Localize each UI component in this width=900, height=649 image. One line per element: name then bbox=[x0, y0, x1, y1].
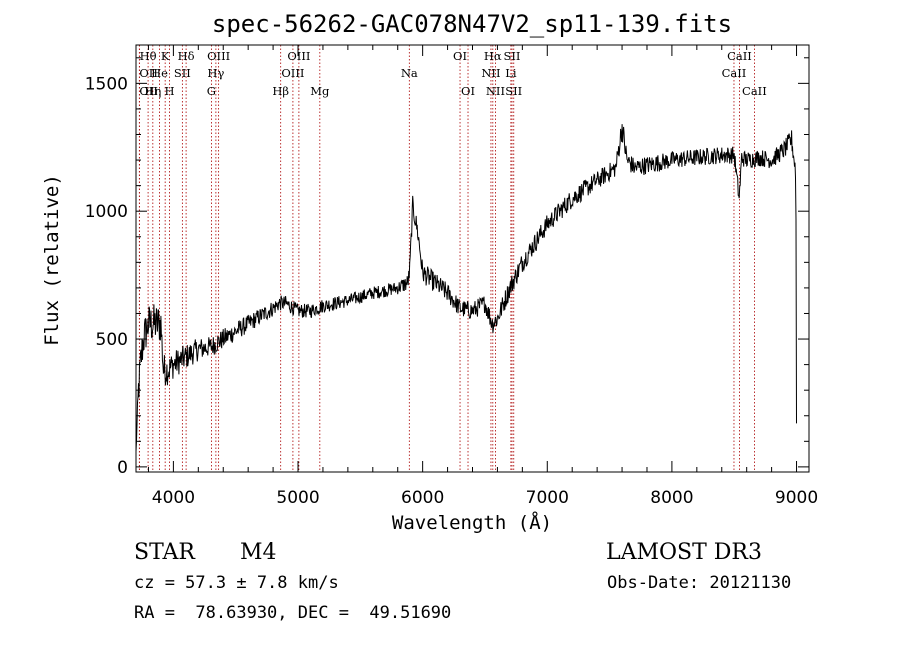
line-label: OIII bbox=[207, 49, 230, 63]
x-tick-label: 5000 bbox=[276, 488, 319, 508]
line-label: CaII bbox=[722, 66, 747, 80]
spectrum-line bbox=[135, 124, 797, 452]
y-tick-label: 500 bbox=[96, 330, 128, 350]
line-label: CaII bbox=[727, 49, 752, 63]
object-type: STAR bbox=[134, 540, 195, 565]
line-label: OIII bbox=[287, 49, 310, 63]
line-label: Hδ bbox=[178, 49, 195, 63]
line-label: SII bbox=[174, 66, 191, 80]
chart-title: spec-56262-GAC078N47V2_sp11-139.fits bbox=[212, 10, 732, 38]
line-label: Hγ bbox=[207, 66, 224, 80]
sky-coordinates: RA = 78.63930, DEC = 49.51690 bbox=[134, 603, 452, 623]
plot-frame bbox=[135, 44, 810, 473]
line-label: Li bbox=[505, 66, 517, 80]
x-tick-label: 7000 bbox=[526, 488, 569, 508]
survey-name: LAMOST DR3 bbox=[606, 540, 762, 565]
y-tick-label: 1000 bbox=[85, 202, 128, 222]
line-label: Hα bbox=[484, 49, 502, 63]
object-subclass: M4 bbox=[240, 540, 277, 565]
y-axis-label: Flux (relative) bbox=[41, 174, 63, 346]
line-label: OII bbox=[139, 66, 158, 80]
x-tick-label: 9000 bbox=[775, 488, 818, 508]
line-label: NII bbox=[481, 66, 500, 80]
line-label: Hθ bbox=[140, 49, 157, 63]
line-label: Hβ bbox=[272, 84, 289, 98]
line-label: SII bbox=[504, 49, 521, 63]
line-label: OIII bbox=[281, 66, 304, 80]
line-label: G bbox=[207, 84, 216, 98]
spectrum-layer bbox=[135, 124, 797, 452]
observation-date: Obs-Date: 20121130 bbox=[607, 573, 792, 593]
line-label: NII bbox=[486, 84, 505, 98]
line-label: K bbox=[161, 49, 170, 63]
line-label: OII bbox=[139, 84, 158, 98]
x-tick-label: 6000 bbox=[401, 488, 444, 508]
x-tick-label: 4000 bbox=[152, 488, 195, 508]
line-label: OI bbox=[461, 84, 475, 98]
tick-labels: 4000 5000 6000 7000 8000 9000 0 500 1000 1500 bbox=[85, 74, 818, 508]
line-label: CaII bbox=[742, 84, 767, 98]
line-label: Na bbox=[401, 66, 418, 80]
line-label: SII bbox=[505, 84, 522, 98]
line-label: Mg bbox=[310, 84, 330, 98]
y-tick-label: 0 bbox=[117, 458, 128, 478]
line-label: Hη bbox=[144, 84, 161, 98]
emission-line-markers bbox=[138, 45, 755, 472]
y-tick-label: 1500 bbox=[85, 74, 128, 94]
line-label: He bbox=[151, 66, 168, 80]
line-label: H bbox=[165, 84, 175, 98]
x-tick-label: 8000 bbox=[650, 488, 693, 508]
redshift-value: cz = 57.3 ± 7.8 km/s bbox=[134, 573, 339, 593]
line-label: OI bbox=[453, 49, 467, 63]
axis-ticks bbox=[136, 45, 809, 472]
x-axis-label: Wavelength (Å) bbox=[392, 511, 552, 534]
